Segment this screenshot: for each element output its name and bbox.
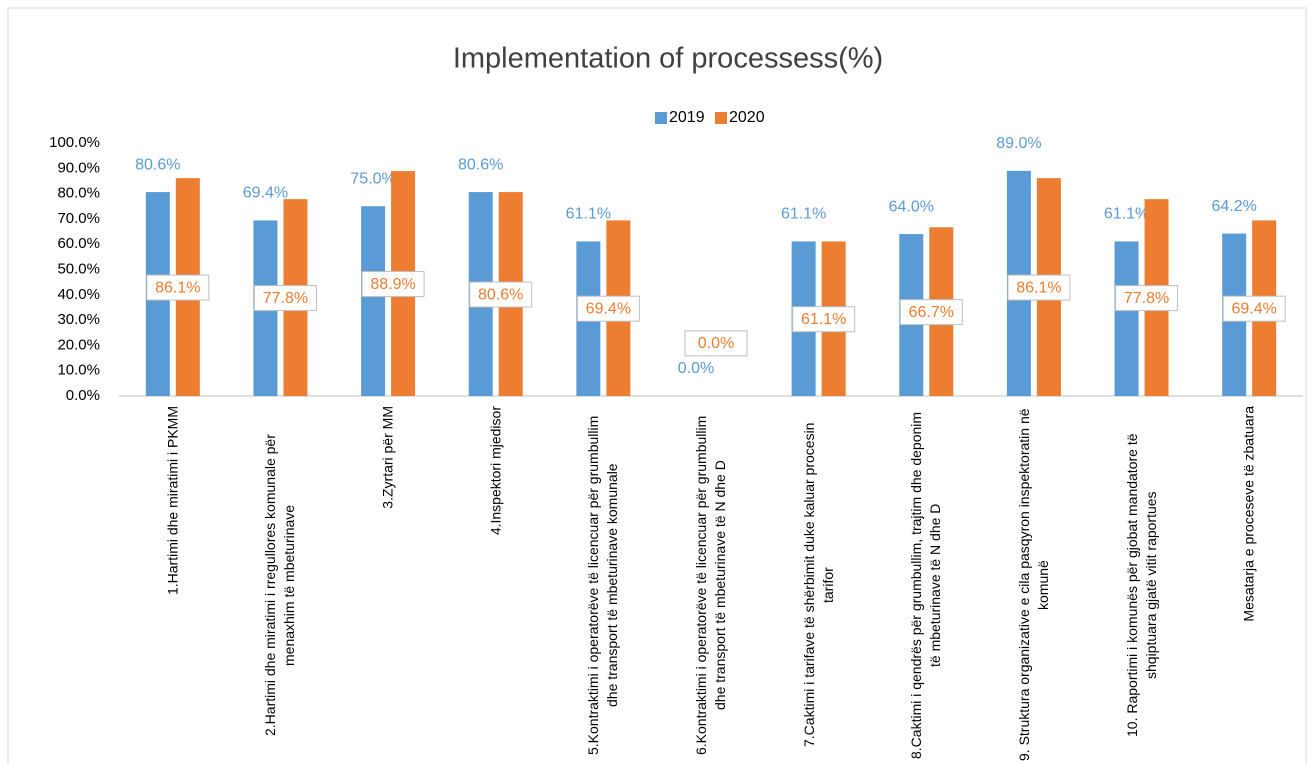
bar xyxy=(361,206,386,396)
x-tick-label: 6.Kontraktimi i operatorëve të licencuar… xyxy=(693,415,728,755)
legend-label: 2019 xyxy=(669,109,705,126)
x-tick-label: 4.Inspektori mjedisor xyxy=(487,406,504,536)
data-label: 88.9% xyxy=(370,276,415,293)
x-tick-label: 7.Caktimi i tarifave të shërbimit duke k… xyxy=(800,422,836,748)
bar xyxy=(1114,241,1139,396)
data-label: 86.1% xyxy=(1016,279,1061,296)
data-label: 80.6% xyxy=(458,156,503,173)
data-label: 75.0% xyxy=(350,170,395,187)
data-label: 77.8% xyxy=(1124,290,1169,307)
data-label: 86.1% xyxy=(155,279,200,296)
y-tick-label: 20.0% xyxy=(57,336,100,353)
data-label: 0.0% xyxy=(678,360,714,377)
legend-swatch xyxy=(715,112,727,124)
x-tick-label: Mesatarja e proceseve të zbatuara xyxy=(1240,406,1257,622)
y-tick-label: 100.0% xyxy=(49,134,100,151)
y-tick-label: 30.0% xyxy=(57,311,100,328)
data-label: 61.1% xyxy=(566,206,611,223)
data-label-box xyxy=(253,285,317,312)
data-label: 61.1% xyxy=(801,311,846,328)
data-label-box xyxy=(361,271,425,298)
x-tick-label: 2.Hartimi dhe miratimi i rregullores kom… xyxy=(262,434,298,736)
data-label: 64.0% xyxy=(889,198,934,215)
x-tick-label: 10. Raportimi i komunës për gjobat manda… xyxy=(1123,433,1159,737)
data-label-box xyxy=(1222,295,1286,322)
data-label: 64.2% xyxy=(1211,198,1256,215)
legend-swatch xyxy=(655,112,667,124)
data-label-box xyxy=(469,281,533,308)
data-label: 77.8% xyxy=(263,290,308,307)
y-tick-label: 10.0% xyxy=(57,362,100,379)
data-label-box xyxy=(576,295,640,322)
x-tick-label: 9. Struktura organizative e cila pasqyro… xyxy=(1015,408,1051,762)
data-label-box xyxy=(1007,274,1071,301)
data-label-box xyxy=(684,330,748,357)
data-label: 0.0% xyxy=(698,335,734,352)
y-tick-label: 80.0% xyxy=(57,185,100,202)
x-tick-label: 5.Kontraktimi i operatorëve të licencuar… xyxy=(585,415,621,755)
data-label-box xyxy=(1115,285,1179,312)
data-label: 69.4% xyxy=(243,185,288,202)
y-tick-label: 0.0% xyxy=(66,387,100,404)
y-tick-label: 40.0% xyxy=(57,286,100,303)
x-tick-label: 3.Zyrtari për MM xyxy=(379,406,396,509)
x-tick-label: 8.Caktimi i qendrës për grumbullim, traj… xyxy=(908,411,944,759)
y-tick-label: 90.0% xyxy=(57,159,100,176)
y-tick-label: 70.0% xyxy=(57,210,100,227)
data-label: 69.4% xyxy=(1231,300,1276,317)
data-label: 61.1% xyxy=(1104,206,1149,223)
data-label: 80.6% xyxy=(478,286,523,303)
data-label: 66.7% xyxy=(909,304,954,321)
y-tick-label: 50.0% xyxy=(57,260,100,277)
legend-label: 2020 xyxy=(729,109,765,126)
data-label: 80.6% xyxy=(135,156,180,173)
x-tick-label: 1.Hartimi dhe miratimi i PKMM xyxy=(164,406,181,596)
data-label-box xyxy=(899,299,963,326)
data-label: 89.0% xyxy=(996,135,1041,152)
data-label: 69.4% xyxy=(586,300,631,317)
data-label-box xyxy=(792,306,856,333)
chart-title: Implementation of processess(%) xyxy=(453,43,883,75)
data-label: 61.1% xyxy=(781,206,826,223)
data-label-box xyxy=(146,274,210,301)
y-tick-label: 60.0% xyxy=(57,235,100,252)
chart-border xyxy=(7,7,1307,764)
